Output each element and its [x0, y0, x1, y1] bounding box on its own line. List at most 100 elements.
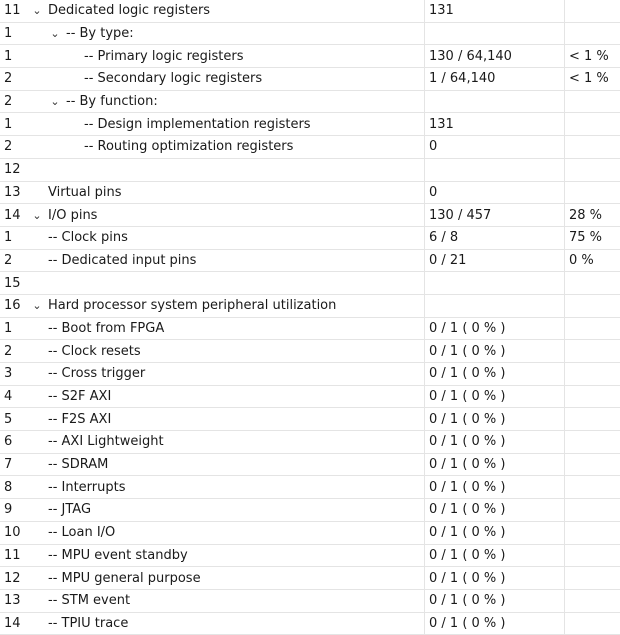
table-row[interactable]: 4 -- S2F AXI 0 / 1 ( 0 % ): [0, 385, 620, 409]
row-number: 11: [4, 547, 21, 563]
usage-value: 0 / 1 ( 0 % ): [425, 476, 565, 499]
percent-value: [565, 318, 620, 340]
row-number: 14: [4, 207, 21, 223]
table-row[interactable]: 11 -- MPU event standby 0 / 1 ( 0 % ): [0, 544, 620, 568]
percent-value: 0 %: [569, 252, 594, 268]
row-number: 1: [4, 116, 13, 132]
table-row[interactable]: 8 -- Interrupts 0 / 1 ( 0 % ): [0, 476, 620, 500]
table-row[interactable]: 5 -- F2S AXI 0 / 1 ( 0 % ): [0, 408, 620, 432]
table-row[interactable]: 2 -- Routing optimization registers 0: [0, 136, 620, 159]
table-row[interactable]: 14 ⌄ I/O pins 130 / 457 28 %: [0, 204, 620, 227]
row-label: -- Loan I/O: [48, 525, 116, 541]
usage-value: [425, 158, 565, 181]
percent-value: [565, 499, 620, 521]
percent-value: [565, 545, 620, 567]
row-label: -- Routing optimization registers: [84, 139, 294, 155]
table-row[interactable]: 13 -- STM event 0 / 1 ( 0 % ): [0, 589, 620, 613]
usage-value: 0 / 1 ( 0 % ): [425, 385, 565, 408]
usage-value: 0 / 1 ( 0 % ): [425, 408, 565, 431]
percent-value: 75 %: [569, 230, 603, 246]
table-row[interactable]: 15: [0, 272, 620, 295]
percent-value: [565, 408, 620, 430]
row-label: Dedicated logic registers: [48, 3, 211, 19]
table-row[interactable]: 11 ⌄ Dedicated logic registers 131: [0, 0, 620, 23]
percent-value: [565, 363, 620, 385]
row-label: -- Clock resets: [48, 343, 141, 359]
row-label: -- Secondary logic registers: [84, 71, 263, 87]
chevron-down-icon[interactable]: ⌄: [50, 27, 60, 41]
row-number: 15: [4, 275, 21, 291]
percent-value: [565, 182, 620, 204]
table-row[interactable]: 2 -- Clock resets 0 / 1 ( 0 % ): [0, 340, 620, 363]
table-row[interactable]: 9 -- JTAG 0 / 1 ( 0 % ): [0, 499, 620, 522]
percent-value: [565, 522, 620, 544]
usage-value: 0 / 1 ( 0 % ): [425, 317, 565, 340]
usage-value: [425, 272, 565, 294]
table-row[interactable]: 6 -- AXI Lightweight 0 / 1 ( 0 % ): [0, 431, 620, 454]
row-label: -- Interrupts: [48, 479, 126, 495]
usage-value: [425, 90, 565, 113]
table-row[interactable]: 12: [0, 158, 620, 182]
chevron-down-icon[interactable]: ⌄: [50, 95, 60, 109]
usage-value: 0 / 1 ( 0 % ): [425, 499, 565, 521]
row-label: -- MPU general purpose: [48, 570, 201, 586]
table-row[interactable]: 7 -- SDRAM 0 / 1 ( 0 % ): [0, 453, 620, 477]
table-row[interactable]: 12 -- MPU general purpose 0 / 1 ( 0 % ): [0, 567, 620, 590]
row-label: -- By type:: [66, 26, 134, 42]
row-label: -- Primary logic registers: [84, 48, 244, 64]
usage-value: 0 / 1 ( 0 % ): [425, 363, 565, 385]
table-row[interactable]: 1 -- Clock pins 6 / 8 75 %: [0, 226, 620, 250]
percent-value: [565, 295, 620, 317]
usage-value: 0: [425, 181, 565, 204]
table-row[interactable]: 1 -- Boot from FPGA 0 / 1 ( 0 % ): [0, 317, 620, 341]
percent-value: < 1 %: [569, 71, 609, 87]
table-row[interactable]: 3 -- Cross trigger 0 / 1 ( 0 % ): [0, 363, 620, 386]
usage-value: 0 / 1 ( 0 % ): [425, 612, 565, 635]
table-row[interactable]: 1 -- Primary logic registers 130 / 64,14…: [0, 45, 620, 69]
usage-value: [425, 22, 565, 45]
percent-value: [565, 91, 620, 113]
row-number: 1: [4, 26, 13, 42]
row-label: -- Cross trigger: [48, 366, 146, 382]
table-row[interactable]: 1 -- Design implementation registers 131: [0, 113, 620, 137]
percent-value: [565, 0, 620, 22]
chevron-down-icon[interactable]: ⌄: [32, 299, 42, 313]
table-row[interactable]: 2 ⌄ -- By function:: [0, 90, 620, 114]
row-label: I/O pins: [48, 207, 98, 223]
row-label: -- Boot from FPGA: [48, 320, 165, 336]
usage-value: 0 / 1 ( 0 % ): [425, 589, 565, 612]
row-label: -- F2S AXI: [48, 411, 112, 427]
table-row[interactable]: 10 -- Loan I/O 0 / 1 ( 0 % ): [0, 521, 620, 545]
usage-value: 130 / 457: [425, 204, 565, 226]
table-row[interactable]: 1 ⌄ -- By type:: [0, 22, 620, 46]
row-label: -- MPU event standby: [48, 547, 188, 563]
table-row[interactable]: 14 -- TPIU trace 0 / 1 ( 0 % ): [0, 612, 620, 635]
usage-value: 0 / 1 ( 0 % ): [425, 521, 565, 544]
table-row[interactable]: 2 -- Secondary logic registers 1 / 64,14…: [0, 68, 620, 91]
row-label: -- Dedicated input pins: [48, 252, 197, 268]
row-number: 8: [4, 479, 13, 495]
row-number: 6: [4, 434, 13, 450]
row-label: -- Design implementation registers: [84, 116, 311, 132]
usage-value: 0 / 1 ( 0 % ): [425, 431, 565, 453]
row-number: 13: [4, 593, 21, 609]
usage-value: 0 / 1 ( 0 % ): [425, 544, 565, 567]
table-row[interactable]: 16 ⌄ Hard processor system peripheral uti…: [0, 294, 620, 318]
row-number: 3: [4, 366, 13, 382]
table-row[interactable]: 13 Virtual pins 0: [0, 181, 620, 205]
row-number: 4: [4, 389, 13, 405]
table-row[interactable]: 2 -- Dedicated input pins 0 / 21 0 %: [0, 249, 620, 273]
usage-value: 131: [425, 0, 565, 22]
row-number: 2: [4, 71, 13, 87]
chevron-down-icon[interactable]: ⌄: [32, 208, 42, 222]
usage-value: 0 / 21: [425, 249, 565, 272]
row-number: 1: [4, 320, 13, 336]
row-number: 16: [4, 298, 21, 314]
row-number: 2: [4, 343, 13, 359]
chevron-down-icon[interactable]: ⌄: [32, 4, 42, 18]
row-number: 2: [4, 139, 13, 155]
row-label: -- JTAG: [48, 502, 92, 518]
row-number: 13: [4, 184, 21, 200]
usage-value: [425, 294, 565, 317]
